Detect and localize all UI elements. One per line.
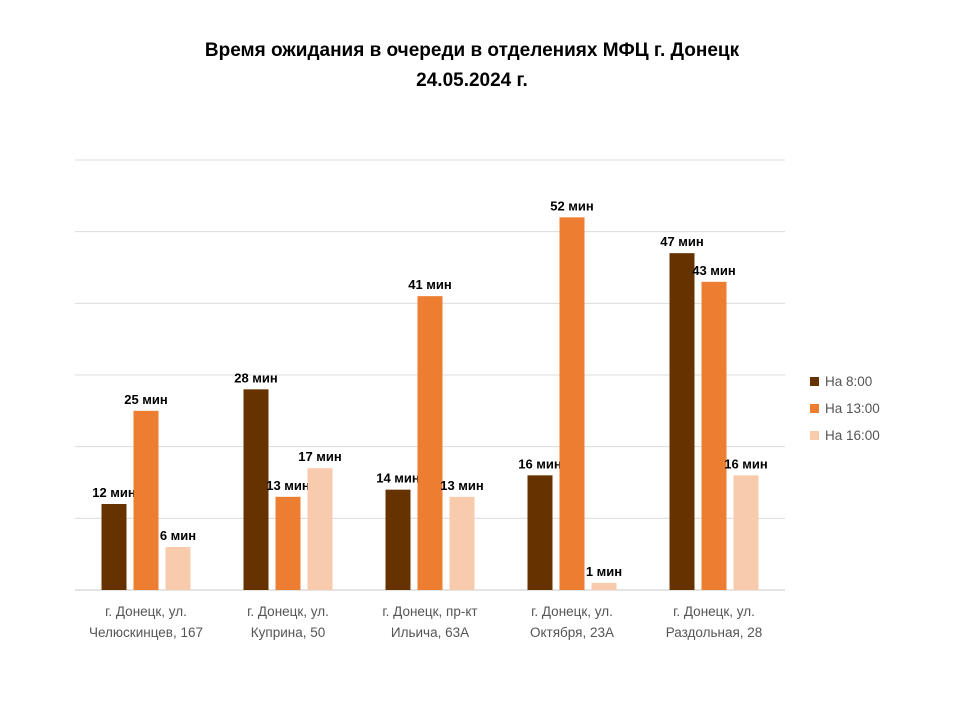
data-label: 41 мин [408,277,452,292]
category-label: Ильича, 63А [391,625,469,640]
legend: На 8:00 На 13:00 На 16:00 [810,368,880,449]
data-label: 16 мин [518,456,562,471]
chart-subtitle: 24.05.2024 г. [416,70,528,91]
data-label: 14 мин [376,471,420,486]
bar [669,253,695,590]
legend-label: На 8:00 [825,374,873,389]
legend-item: На 16:00 [810,422,880,449]
bar [591,582,617,590]
data-label: 1 мин [586,564,622,579]
bar [733,475,759,590]
bar [527,475,553,590]
data-label: 17 мин [298,449,342,464]
legend-label: На 16:00 [825,428,880,443]
bar [417,296,443,590]
data-label: 52 мин [550,198,594,213]
bar [133,410,159,590]
category-label: Раздольная, 28 [666,625,763,640]
bar [449,496,475,590]
category-label: г. Донецк, ул. [531,604,613,619]
legend-swatch [810,431,819,440]
legend-swatch [810,404,819,413]
data-label: 6 мин [160,528,196,543]
bar [275,496,301,590]
data-label: 43 мин [692,263,736,278]
bar [701,281,727,590]
bar [165,547,191,590]
category-label: г. Донецк, пр-кт [382,604,477,619]
category-label: Куприна, 50 [251,625,325,640]
data-label: 16 мин [724,456,768,471]
data-label: 12 мин [92,485,136,500]
category-label: Челюскинцев, 167 [89,625,203,640]
data-label: 13 мин [266,478,310,493]
chart-title: Время ожидания в очереди в отделениях МФ… [204,40,740,61]
data-label: 13 мин [440,478,484,493]
category-label: г. Донецк, ул. [105,604,187,619]
legend-swatch [810,377,819,386]
legend-item: На 8:00 [810,368,880,395]
category-label: г. Донецк, ул. [673,604,755,619]
category-label: г. Донецк, ул. [247,604,329,619]
bar [559,217,585,591]
bar [101,504,127,590]
bar [243,389,269,590]
data-label: 28 мин [234,370,278,385]
legend-label: На 13:00 [825,401,880,416]
data-label: 25 мин [124,392,168,407]
legend-item: На 13:00 [810,395,880,422]
bar [307,468,333,590]
category-label: Октября, 23А [530,625,614,640]
data-label: 47 мин [660,234,704,249]
bar [385,489,411,590]
